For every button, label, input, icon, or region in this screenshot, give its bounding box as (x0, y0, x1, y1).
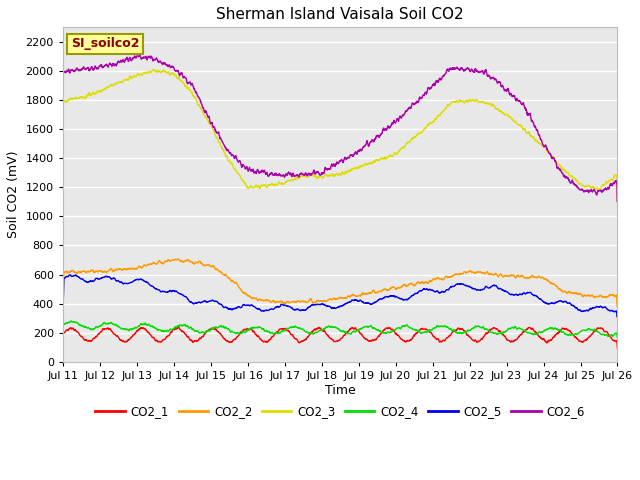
CO2_3 (614, 199, 621, 204)
CO2_1 (314, 325, 322, 331)
Line: CO2_3: CO2_3 (63, 69, 618, 202)
CO2_6 (87, 65, 95, 71)
CO2_3 (59, 199, 67, 204)
CO2_6 (598, 189, 605, 194)
CO2_4 (329, 324, 337, 330)
CO2_3 (329, 171, 337, 177)
Line: CO2_4: CO2_4 (63, 321, 618, 337)
CO2_5 (598, 304, 605, 310)
CO2_4 (598, 332, 605, 337)
CO2_1 (496, 328, 504, 334)
CO2_2 (329, 296, 337, 302)
CO2_6 (329, 164, 337, 169)
CO2_1 (329, 336, 337, 342)
CO2_5 (88, 278, 95, 284)
CO2_3 (314, 174, 322, 180)
CO2_6 (598, 189, 605, 195)
CO2_3 (87, 92, 95, 98)
CO2_2 (614, 304, 621, 310)
Y-axis label: Soil CO2 (mV): Soil CO2 (mV) (7, 151, 20, 238)
Legend: CO2_1, CO2_2, CO2_3, CO2_4, CO2_5, CO2_6: CO2_1, CO2_2, CO2_3, CO2_4, CO2_5, CO2_6 (90, 400, 589, 423)
CO2_6 (136, 52, 144, 58)
CO2_4 (314, 328, 322, 334)
CO2_5 (598, 304, 605, 310)
CO2_4 (88, 326, 95, 332)
Line: CO2_2: CO2_2 (63, 259, 618, 307)
CO2_4 (59, 334, 67, 340)
CO2_3 (598, 183, 605, 189)
CO2_2 (59, 304, 67, 310)
CO2_6 (614, 199, 621, 204)
CO2_2 (314, 298, 322, 304)
CO2_5 (496, 286, 504, 291)
CO2_6 (496, 79, 504, 84)
CO2_1 (59, 342, 67, 348)
CO2_4 (67, 318, 75, 324)
CO2_2 (598, 293, 605, 299)
CO2_1 (598, 325, 605, 331)
CO2_1 (614, 346, 621, 352)
CO2_2 (598, 293, 605, 299)
X-axis label: Time: Time (324, 384, 355, 396)
Line: CO2_6: CO2_6 (63, 55, 618, 202)
CO2_5 (614, 314, 621, 320)
CO2_2 (496, 272, 504, 277)
CO2_6 (59, 185, 67, 191)
Line: CO2_1: CO2_1 (63, 327, 618, 349)
CO2_5 (72, 272, 79, 277)
CO2_6 (613, 199, 621, 204)
CO2_2 (87, 267, 95, 273)
CO2_3 (496, 108, 504, 114)
Line: CO2_5: CO2_5 (63, 275, 618, 317)
CO2_1 (315, 324, 323, 330)
CO2_5 (314, 301, 322, 307)
CO2_4 (598, 332, 605, 337)
CO2_4 (496, 330, 504, 336)
CO2_5 (59, 314, 67, 320)
Text: SI_soilco2: SI_soilco2 (71, 37, 140, 50)
CO2_1 (598, 325, 605, 331)
CO2_6 (314, 169, 322, 175)
CO2_5 (329, 305, 337, 311)
Title: Sherman Island Vaisala Soil CO2: Sherman Island Vaisala Soil CO2 (216, 7, 464, 22)
CO2_1 (87, 338, 95, 344)
CO2_3 (149, 66, 157, 72)
CO2_2 (174, 256, 182, 262)
CO2_4 (614, 334, 621, 340)
CO2_3 (598, 184, 605, 190)
